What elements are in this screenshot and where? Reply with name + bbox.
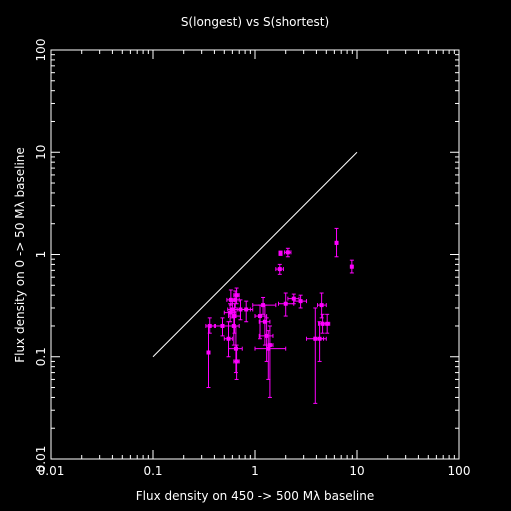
- point-marker: [349, 264, 354, 269]
- data-point: [278, 292, 295, 317]
- y-tick-label: 1: [34, 251, 48, 259]
- y-tick-label: 10: [34, 145, 48, 160]
- point-marker: [266, 346, 271, 351]
- data-point: [233, 344, 240, 380]
- data-point: [226, 289, 236, 306]
- point-marker: [285, 250, 290, 255]
- data-point: [213, 317, 230, 337]
- point-marker: [220, 323, 225, 328]
- data-point: [313, 321, 327, 362]
- data-point: [239, 300, 254, 323]
- point-marker: [317, 336, 322, 341]
- point-marker: [319, 303, 324, 308]
- data-point: [284, 247, 292, 258]
- point-marker: [283, 301, 288, 306]
- point-marker: [233, 346, 238, 351]
- data-point: [228, 325, 243, 374]
- point-marker: [298, 299, 303, 304]
- y-tick-label: 0.1: [34, 347, 48, 366]
- x-tick-label: 0.1: [143, 464, 162, 478]
- point-marker: [206, 350, 211, 355]
- x-tick-label: 0.01: [38, 464, 65, 478]
- point-marker: [325, 321, 330, 326]
- point-marker: [334, 240, 339, 245]
- data-point: [258, 317, 274, 362]
- data-point: [275, 263, 284, 275]
- point-marker: [262, 319, 267, 324]
- tick-labels: 0.01 0.1 1 10 100 0.01 0.1 1 10 100: [34, 39, 470, 478]
- data-point: [278, 250, 283, 256]
- data-point: [252, 296, 277, 315]
- y-tick-label: 100: [34, 39, 48, 62]
- axis-ticks: [50, 49, 460, 460]
- chart-title: S(longest) vs S(shortest): [181, 15, 329, 29]
- x-tick-label: 10: [349, 464, 364, 478]
- data-point: [205, 317, 217, 334]
- data-points: [205, 227, 354, 404]
- x-tick-label: 1: [251, 464, 259, 478]
- data-point: [206, 325, 211, 389]
- data-point: [323, 313, 331, 334]
- point-marker: [232, 314, 237, 319]
- point-marker: [244, 307, 249, 312]
- point-marker: [226, 336, 231, 341]
- point-marker: [233, 297, 238, 302]
- reference-line: [152, 151, 358, 358]
- point-marker: [291, 296, 296, 301]
- data-point: [334, 227, 339, 258]
- y-tick-label: 0.01: [34, 446, 48, 473]
- point-marker: [278, 251, 283, 256]
- point-marker: [234, 293, 239, 298]
- point-marker: [264, 333, 269, 338]
- point-marker: [234, 359, 239, 364]
- y-axis-label: Flux density on 0 -> 50 Mλ baseline: [13, 147, 27, 363]
- point-marker: [258, 314, 263, 319]
- point-marker: [231, 323, 236, 328]
- point-marker: [277, 267, 282, 272]
- x-axis-label: Flux density on 450 -> 500 Mλ baseline: [136, 489, 375, 503]
- data-point: [233, 287, 240, 305]
- point-marker: [207, 323, 212, 328]
- x-tick-label: 100: [448, 464, 471, 478]
- data-point: [293, 294, 308, 309]
- data-point: [266, 325, 274, 398]
- point-marker: [267, 343, 272, 348]
- data-point: [349, 259, 354, 274]
- point-marker: [228, 310, 233, 315]
- point-marker: [320, 321, 325, 326]
